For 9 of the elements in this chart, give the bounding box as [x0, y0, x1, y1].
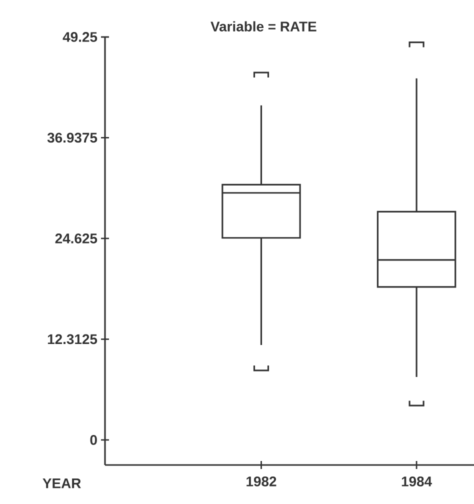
x-tick-label: 1984: [402, 476, 432, 486]
y-tick-label: 12.3125: [48, 334, 98, 344]
x-tick-label: 1982: [246, 476, 276, 486]
y-tick-label: 24.625: [55, 234, 98, 244]
y-tick-label: 36.9375: [47, 132, 98, 143]
y-tick-label: 0: [90, 435, 97, 445]
x-axis-title: YEAR: [42, 478, 81, 488]
chart-title: Variable = RATE: [210, 21, 316, 32]
y-tick-label: 49.25: [62, 32, 98, 42]
